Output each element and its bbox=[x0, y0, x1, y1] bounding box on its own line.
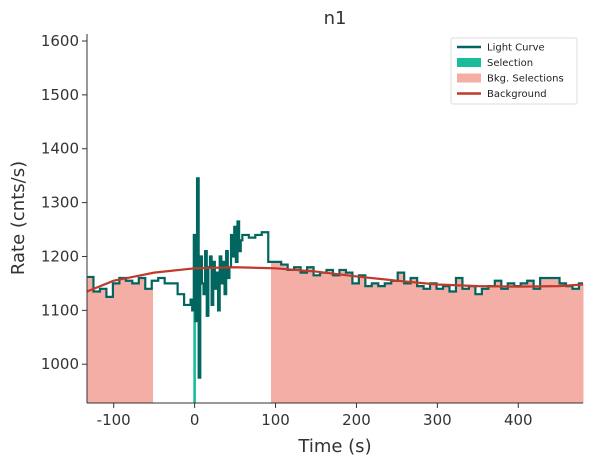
legend-patch bbox=[457, 73, 481, 83]
x-tick-label: 400 bbox=[504, 411, 533, 429]
x-tick-label: -100 bbox=[97, 411, 131, 429]
background-line bbox=[86, 266, 584, 293]
legend-box bbox=[450, 37, 578, 105]
y-tick-label: 1300 bbox=[41, 194, 79, 212]
chart-title: n1 bbox=[324, 8, 347, 29]
legend-text: Light Curve bbox=[487, 43, 545, 54]
y-tick-label: 1000 bbox=[41, 355, 79, 373]
x-tick-label: 0 bbox=[190, 411, 200, 429]
legend-patch bbox=[457, 58, 481, 67]
y-tick-label: 1200 bbox=[41, 247, 79, 265]
x-tick-label: 300 bbox=[423, 411, 452, 429]
y-tick-label: 1100 bbox=[41, 301, 79, 319]
x-axis-label: Time (s) bbox=[297, 436, 371, 457]
y-axis-label: Rate (cnts/s) bbox=[8, 161, 29, 275]
x-tick-label: 200 bbox=[342, 411, 371, 429]
y-tick-label: 1400 bbox=[41, 140, 79, 158]
legend-text: Background bbox=[487, 89, 547, 100]
bkg-selection bbox=[86, 276, 154, 404]
x-tick-label: 100 bbox=[261, 411, 290, 429]
y-tick-label: 1500 bbox=[41, 86, 79, 104]
y-tick-label: 1600 bbox=[41, 32, 79, 50]
legend: Light Curve Selection Bkg. Selections Backg… bbox=[450, 37, 578, 105]
legend-text: Selection bbox=[487, 58, 533, 69]
legend-text: Bkg. Selections bbox=[487, 74, 564, 85]
